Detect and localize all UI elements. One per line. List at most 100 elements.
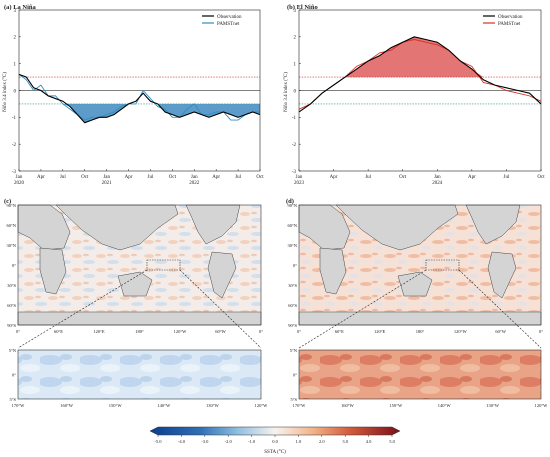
panel-d-nino-box	[425, 259, 460, 271]
panel-c-nino-box	[146, 259, 181, 271]
zoom-d-lon-axis: 170°W 160°W 150°W 140°W 130°W 120°W	[293, 403, 549, 408]
map-lon-tick-label: 0°	[297, 329, 301, 334]
panel-b-xtick-label: Oct	[537, 175, 545, 180]
zoom-d-field	[299, 350, 541, 399]
panel-a-xtick-label: Jul	[60, 175, 66, 180]
map-lon-tick-label: 150°W	[109, 403, 123, 408]
panel-d-land-europe-africa	[298, 204, 351, 251]
panel-d-map: (d) 90°N 60°N 30°N 0° 30°S 60°S 90°S 0° 60°E 120…	[286, 198, 543, 334]
zoom-c-field	[18, 350, 261, 399]
map-lat-tick-label: 5°S	[290, 397, 297, 402]
panel-b-xtick-label: Apr	[330, 175, 338, 180]
panel-a-xtick-label: Oct	[169, 175, 177, 180]
zoom-c-lon-axis: 170°W 160°W 150°W 140°W 130°W 120°W	[12, 403, 269, 408]
panel-c-land-australia	[117, 271, 153, 297]
panel-b-ylabel: Niño 3.4 index (°C)	[284, 72, 289, 112]
panel-a-legend-entry: PAMSTnet	[217, 22, 240, 27]
map-lon-tick-label: 180°	[135, 329, 144, 334]
zoom-connectors	[17, 269, 542, 349]
panel-a-ytick-label: 3	[14, 9, 17, 14]
colorbar-tick-label: -4.0	[178, 439, 186, 444]
map-lat-tick-label: 5°N	[290, 348, 298, 353]
zoom-c-panel: 5°N 0° 5°S 170°W 160°W 150°W 140°W 130°W 120°W	[9, 348, 268, 408]
map-lon-tick-label: 60°E	[54, 329, 63, 334]
panel-d-land-south-america	[487, 251, 517, 299]
panel-a-xtick-label: Apr	[125, 175, 133, 180]
colorbar: -5.0 -4.0 -3.0 -2.0 -1.0 0.0 1.0 2.0 3.0 4.0 5.0 S…	[149, 426, 401, 455]
panel-b-xtick-year: 2024	[432, 181, 443, 186]
map-lon-tick-label: 180°	[416, 329, 425, 334]
panel-a-ytick-label: -1	[12, 116, 17, 121]
panel-a-xtick-label: Jan	[191, 175, 198, 180]
panel-b-ytick-label: 2	[294, 36, 297, 41]
panel-a-timeseries: (a) La Niña Niño 3.4 index (°C) -3 -2 -1 0 1…	[3, 4, 264, 186]
map-lon-tick-label: 60°W	[495, 329, 506, 334]
map-lat-tick-label: 60°N	[287, 223, 297, 228]
panel-a-series-observation-line	[18, 73, 261, 124]
colorbar-tick-label: -5.0	[154, 439, 162, 444]
panel-a-xtick-year: 2020	[14, 181, 25, 186]
map-lat-tick-label: 90°S	[288, 323, 297, 328]
panel-b-anomaly-fill	[299, 36, 541, 78]
map-lat-tick-label: 30°S	[288, 283, 297, 288]
panel-c-label: (c)	[4, 198, 11, 205]
panel-c-land-antarctica	[17, 311, 262, 326]
map-lat-tick-label: 60°S	[7, 303, 16, 308]
panel-b-ytick-label: 0	[294, 89, 297, 94]
panel-b-legend-entry: PAMSTnet	[498, 22, 521, 27]
panel-c-land-africa-south	[39, 247, 67, 295]
map-lon-tick-label: 160°W	[341, 403, 355, 408]
zoom-d-panel: 5°N 0° 5°S 170°W 160°W 150°W 140°W 130°W 120°W	[290, 348, 548, 408]
panel-a-xtick-label: Jan	[103, 175, 110, 180]
panel-c-land-asia	[55, 204, 179, 251]
zoom-d-connector-left	[298, 269, 427, 349]
map-lon-tick-label: 150°W	[389, 403, 403, 408]
panel-a-label: (a) La Niña	[4, 4, 37, 11]
map-lat-tick-label: 0°	[293, 263, 297, 268]
map-lon-tick-label: 120°W	[255, 403, 269, 408]
panel-c-land-europe-africa	[17, 204, 71, 251]
panel-d-lat-axis: 90°N 60°N 30°N 0° 30°S 60°S 90°S	[287, 203, 297, 328]
panel-b-ytick-label: 1	[294, 62, 297, 67]
map-lat-tick-label: 30°S	[7, 283, 16, 288]
zoom-d-frame	[298, 349, 542, 400]
panel-b-series-observation-line	[298, 36, 542, 113]
map-lon-tick-label: 120°W	[535, 403, 549, 408]
panel-c-lon-axis: 0° 60°E 120°E 180° 120°W 60°W 0°	[16, 329, 263, 334]
colorbar-tick-label: -2.0	[225, 439, 233, 444]
panel-a-xtick-label: Oct	[256, 175, 264, 180]
panel-a-legend-entry: Observation	[217, 15, 242, 20]
zoom-c-connector-left	[17, 269, 148, 349]
panel-a-xtick-label: Oct	[81, 175, 89, 180]
map-lat-tick-label: 60°N	[6, 223, 16, 228]
panel-a-xtick-label: Apr	[212, 175, 220, 180]
panel-d-frame	[298, 204, 542, 326]
panel-b-xtick-label: Jan	[296, 175, 303, 180]
panel-c-lat-axis: 90°N 60°N 30°N 0° 30°S 60°S 90°S	[6, 203, 16, 328]
panel-a-ytick-label: -3	[12, 170, 17, 175]
panel-a-ytick-label: 2	[14, 36, 17, 41]
map-lat-tick-label: 5°S	[9, 397, 16, 402]
colorbar-tick-label: 0.0	[272, 439, 278, 444]
map-lon-tick-label: 120°W	[454, 329, 468, 334]
colorbar-tick-label: 5.0	[389, 439, 395, 444]
zoom-d-lat-axis: 5°N 0° 5°S	[290, 348, 298, 402]
panel-d-land	[298, 204, 542, 326]
panel-b-xtick-label: Jul	[504, 175, 510, 180]
panel-a-ytick-label: 0	[14, 89, 17, 94]
panel-b-ytick-label: -3	[292, 170, 297, 175]
panel-a-ytick-label: -2	[12, 143, 17, 148]
panel-c-land-south-america	[207, 251, 237, 299]
panel-a-ylabel: Niño 3.4 index (°C)	[3, 72, 8, 112]
zoom-c-lat-axis: 5°N 0° 5°S	[9, 348, 17, 402]
map-lat-tick-label: 30°N	[6, 243, 16, 248]
colorbar-tick-label: 1.0	[296, 439, 302, 444]
map-lon-tick-label: 130°W	[206, 403, 220, 408]
map-lat-tick-label: 0°	[12, 263, 16, 268]
colorbar-ticks: -5.0 -4.0 -3.0 -2.0 -1.0 0.0 1.0 2.0 3.0 4.0 5.0	[154, 435, 396, 444]
panel-b-xtick-label: Jan	[434, 175, 441, 180]
map-lat-tick-label: 0°	[293, 372, 297, 377]
panel-b-ytick-label: -1	[292, 116, 297, 121]
panel-b-ytick-label: -2	[292, 143, 297, 148]
